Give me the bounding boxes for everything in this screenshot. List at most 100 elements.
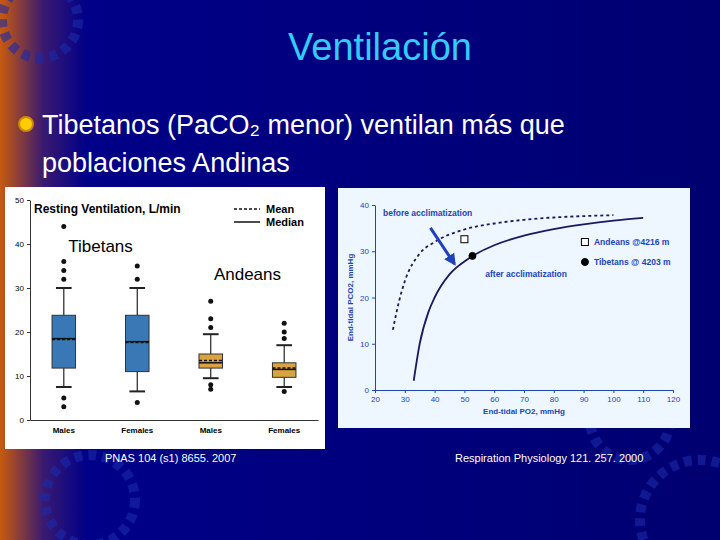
plot-area <box>52 224 296 409</box>
y-axis: 01020304050 <box>15 196 30 425</box>
outlier <box>208 299 213 304</box>
tick-label: 50 <box>15 196 24 205</box>
tick: Females <box>121 426 154 435</box>
tick-mark <box>464 390 465 393</box>
decoration <box>2 0 78 58</box>
whisker-cap <box>276 386 292 388</box>
outlier <box>282 389 287 394</box>
axis-line <box>31 420 319 421</box>
whisker-high <box>63 288 64 315</box>
tick: 50 <box>15 196 30 205</box>
arrow <box>430 228 454 264</box>
decoration <box>640 460 720 540</box>
whisker-cap <box>129 390 145 392</box>
curve-label: after acclimatization <box>485 269 567 279</box>
legend: Andeans @4216 mTibetans @ 4203 m <box>581 237 671 267</box>
tick: 0 <box>20 416 30 425</box>
legend-label: Median <box>266 216 304 228</box>
outlier <box>61 277 66 282</box>
tick-label: 60 <box>490 395 499 404</box>
point <box>461 236 468 243</box>
tick: 20 <box>360 294 375 303</box>
tick-mark <box>372 344 375 345</box>
slide-title: Ventilación <box>288 26 472 68</box>
legend: MeanMedian <box>234 203 304 228</box>
whisker-cap <box>56 287 72 289</box>
x-axis: 2030405060708090100110120 <box>371 390 681 404</box>
chart-title: Resting Ventilation, L/min <box>34 202 181 216</box>
tick: 10 <box>360 340 375 349</box>
median-line <box>52 338 76 340</box>
tick: Females <box>268 426 301 435</box>
outlier <box>282 336 287 341</box>
tick: 30 <box>401 390 410 404</box>
tick: Males <box>53 426 76 435</box>
tick: Males <box>200 426 223 435</box>
outlier <box>61 396 66 401</box>
tick-mark <box>27 332 30 333</box>
tick-mark <box>27 200 30 201</box>
legend-label: Mean <box>266 203 294 215</box>
whisker-cap <box>203 333 219 335</box>
tick: 20 <box>15 328 30 337</box>
tick-mark <box>27 244 30 245</box>
outlier <box>135 264 140 269</box>
box <box>52 315 76 368</box>
tick-label: 110 <box>637 395 650 404</box>
tick-mark <box>372 298 375 299</box>
outlier <box>135 400 140 405</box>
outlier <box>61 224 66 229</box>
tick: 70 <box>520 390 529 404</box>
mean-line <box>52 339 76 341</box>
outlier <box>208 382 213 387</box>
tick-label: 40 <box>431 395 440 404</box>
tick-label: 70 <box>520 395 529 404</box>
tick: 50 <box>460 390 469 404</box>
box <box>272 363 296 378</box>
mean-line <box>126 342 150 344</box>
legend-swatch <box>581 239 588 246</box>
tick-label: 100 <box>607 395 621 404</box>
tick-label: 10 <box>360 340 369 349</box>
whisker-low <box>210 368 211 378</box>
tick-label: 50 <box>460 395 469 404</box>
tick: 40 <box>15 240 30 249</box>
tick-label: Females <box>268 426 301 435</box>
axis-line <box>375 206 376 391</box>
tick-mark <box>643 390 644 393</box>
whisker-low <box>137 372 138 392</box>
whisker-low <box>284 377 285 387</box>
tick-label: 40 <box>360 201 369 210</box>
whisker-low <box>63 368 64 387</box>
tick-label: 20 <box>371 395 380 404</box>
tick-label: 80 <box>550 395 559 404</box>
curve <box>393 215 614 330</box>
bullet-marker <box>19 117 33 131</box>
source: Respiration Physiology 121. 257. 2000 <box>455 452 643 464</box>
tick: 60 <box>490 390 499 404</box>
outlier <box>208 316 213 321</box>
tick: 0 <box>365 386 375 395</box>
tick: 110 <box>637 390 650 404</box>
tick-mark <box>372 205 375 206</box>
tick: 40 <box>431 390 440 404</box>
tick-mark <box>435 390 436 393</box>
tick-mark <box>372 390 375 391</box>
legend-label: Tibetans @ 4203 m <box>594 257 671 267</box>
tick-label: Males <box>53 426 76 435</box>
whisker-high <box>210 334 211 354</box>
tick: 80 <box>550 390 559 404</box>
tick-mark <box>554 390 555 393</box>
mean-line <box>272 367 296 369</box>
group-label: Tibetans <box>68 237 133 256</box>
tick: 30 <box>360 247 375 256</box>
outlier <box>282 321 287 326</box>
curve-label: before acclimatization <box>383 208 472 218</box>
tick-label: 90 <box>580 395 589 404</box>
tick-label: Females <box>121 426 154 435</box>
median-line <box>126 341 150 343</box>
y-axis: 0 10 20 30 40 <box>360 201 375 395</box>
tick-mark <box>613 390 614 393</box>
tick: 30 <box>15 284 30 293</box>
bullet-text: Tibetanos (PaCO₂ menor) ventilan más que… <box>42 110 565 178</box>
